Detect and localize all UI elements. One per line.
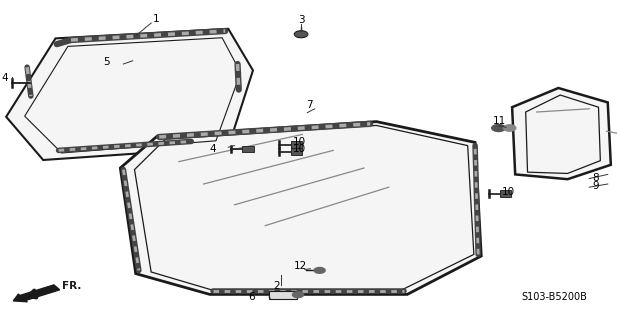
Text: 4: 4 — [1, 73, 8, 83]
Text: 6: 6 — [248, 292, 255, 302]
Polygon shape — [120, 122, 481, 294]
Text: 8: 8 — [592, 173, 599, 183]
Text: 10: 10 — [293, 137, 306, 147]
Text: 3: 3 — [298, 15, 305, 25]
Bar — [500, 190, 511, 197]
Bar — [291, 141, 302, 148]
Circle shape — [503, 125, 516, 131]
Circle shape — [314, 268, 325, 273]
Circle shape — [292, 292, 304, 298]
Circle shape — [296, 31, 307, 37]
Bar — [291, 148, 302, 155]
FancyBboxPatch shape — [269, 291, 297, 299]
Text: S103-B5200B: S103-B5200B — [521, 292, 587, 302]
Text: 10: 10 — [293, 144, 306, 154]
Text: 11: 11 — [492, 116, 505, 125]
Text: 12: 12 — [294, 261, 307, 271]
Polygon shape — [6, 29, 253, 160]
Polygon shape — [512, 88, 611, 179]
Text: FR.: FR. — [62, 281, 81, 291]
Text: 1: 1 — [153, 14, 160, 24]
Bar — [242, 146, 254, 152]
Text: 2: 2 — [273, 281, 280, 291]
FancyArrow shape — [14, 285, 60, 302]
Text: 10: 10 — [502, 187, 515, 196]
Text: 7: 7 — [306, 100, 313, 109]
Text: 9: 9 — [592, 181, 599, 191]
Text: 5: 5 — [104, 57, 110, 67]
Text: 4: 4 — [210, 144, 217, 154]
Circle shape — [492, 124, 505, 132]
